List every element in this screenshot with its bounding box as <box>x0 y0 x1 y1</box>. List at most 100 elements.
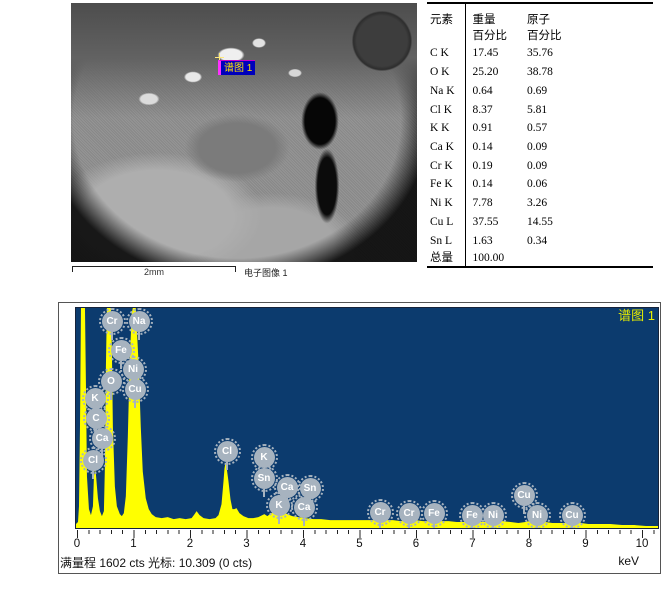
atomic-cell: 0.34 <box>527 234 548 247</box>
weight-cell: 37.55 <box>472 215 499 228</box>
x-axis-ticks <box>59 530 660 538</box>
x-tick-label: 5 <box>356 538 363 550</box>
atomic-cell: 14.55 <box>527 215 553 228</box>
element-cell: O K <box>427 62 466 82</box>
table-row: Fe K 0.14 0.06 <box>427 175 653 194</box>
element-marker-cu: Cu <box>121 375 149 408</box>
scale-bar: 2mm <box>72 266 236 278</box>
eds-spectrum-chart: 谱图 1 Cr Na Fe Ni O Cu K C Ca Cl Cl K Sn Ca Sn K Ca Cr Cr Fe… <box>58 302 661 574</box>
x-tick-label: 9 <box>582 538 589 550</box>
chart-title: 谱图 1 <box>618 308 655 323</box>
element-marker-k: K <box>250 443 278 476</box>
element-cell: Ni K <box>427 193 466 213</box>
element-marker-cr: Cr <box>395 499 423 528</box>
weight-cell: 8.37 <box>472 103 493 116</box>
x-tick-label: 3 <box>243 538 250 550</box>
x-axis-tick-labels: 0 1 2 3 4 5 6 7 8 9 10 <box>59 538 660 552</box>
element-cell: Sn L <box>427 231 466 250</box>
element-cell: Cu L <box>427 212 466 232</box>
x-tick-label: 6 <box>412 538 420 550</box>
x-tick-label: 10 <box>635 538 649 550</box>
table-row: Sn L 1.63 0.34 <box>427 231 653 250</box>
x-tick-label: 8 <box>525 538 533 550</box>
x-axis-unit-label: keV <box>618 554 639 568</box>
element-marker-sn: Sn <box>296 474 324 507</box>
col-header-atomic-2: 百分比 <box>527 30 562 42</box>
table-row: C K 17.45 35.76 <box>427 44 653 63</box>
element-marker-cu: Cu <box>558 501 586 528</box>
spectrum-plot-area[interactable]: 谱图 1 Cr Na Fe Ni O Cu K C Ca Cl Cl K Sn Ca Sn K Ca Cr Cr Fe… <box>75 307 659 529</box>
element-marker-k: K <box>265 491 293 524</box>
spectrum-curve <box>76 308 658 528</box>
element-marker-ni: Ni <box>119 355 147 388</box>
x-tick-label: 0 <box>73 538 81 550</box>
table-row: Cu L 37.55 14.55 <box>427 212 653 232</box>
weight-cell: 17.45 <box>472 47 499 60</box>
element-marker-cu: Cu <box>510 481 538 514</box>
table-row: Cl K 8.37 5.81 <box>427 100 653 119</box>
element-marker-fe: Fe <box>420 499 448 528</box>
table-row: Ca K 0.14 0.09 <box>427 137 653 157</box>
element-marker-fe: Fe <box>107 336 135 369</box>
element-marker-cl: Cl <box>79 446 107 479</box>
atomic-cell: 0.69 <box>527 84 548 97</box>
weight-cell: 1.63 <box>472 234 493 247</box>
element-cell: Cr K <box>427 156 466 176</box>
total-weight-value: 100.00 <box>472 252 505 264</box>
element-marker-ni: Ni <box>479 501 507 528</box>
element-cell: C K <box>427 44 466 63</box>
element-marker-cr: Cr <box>98 308 126 340</box>
weight-cell: 0.14 <box>472 140 493 153</box>
element-cell: Ca K <box>427 137 466 157</box>
x-tick-label: 7 <box>469 538 476 550</box>
element-marker-ca: Ca <box>88 424 116 457</box>
weight-cell: 0.14 <box>472 178 493 191</box>
weight-cell: 25.20 <box>472 66 499 79</box>
x-tick-label: 1 <box>130 538 137 550</box>
element-cell: K K <box>427 118 466 138</box>
col-header-weight: 重量 <box>472 14 496 26</box>
atomic-cell: 35.76 <box>527 47 553 60</box>
element-marker-cr: Cr <box>366 498 394 528</box>
atomic-cell: 38.78 <box>527 66 553 79</box>
atomic-cell: 5.81 <box>527 103 548 116</box>
table-total-row: 总量 100.00 <box>427 250 653 266</box>
element-cell: Na K <box>427 81 466 101</box>
image-caption: 电子图像 1 <box>244 268 288 278</box>
total-label: 总量 <box>427 250 466 266</box>
spectrum-area-path <box>76 308 658 528</box>
table-row: O K 25.20 38.78 <box>427 62 653 82</box>
col-header-weight-2: 百分比 <box>472 30 508 42</box>
element-marker-ca: Ca <box>290 493 318 526</box>
col-header-atomic: 原子 <box>527 14 550 26</box>
element-marker-ni: Ni <box>523 501 551 528</box>
col-header-blank <box>427 28 466 44</box>
element-marker-sn: Sn <box>250 464 278 497</box>
weight-cell: 0.19 <box>472 159 493 172</box>
sem-electron-image[interactable]: 谱图 1 <box>71 3 417 262</box>
spot-label: 谱图 1 <box>218 60 256 75</box>
atomic-cell: 3.26 <box>527 197 548 210</box>
table-row: Cr K 0.19 0.09 <box>427 156 653 176</box>
weight-cell: 7.78 <box>472 197 493 210</box>
atomic-cell: 0.09 <box>527 140 548 153</box>
atomic-cell: 0.06 <box>527 178 548 191</box>
element-marker-fe: Fe <box>458 501 486 528</box>
table-row: Ni K 7.78 3.26 <box>427 193 653 213</box>
atomic-cell: 0.57 <box>527 122 548 135</box>
element-cell: Fe K <box>427 175 466 194</box>
spot-crosshair-icon <box>215 53 224 62</box>
element-marker-o: O <box>97 367 125 400</box>
element-marker-cl: Cl <box>213 437 241 470</box>
weight-cell: 0.64 <box>472 84 493 97</box>
x-tick-label: 2 <box>186 538 194 550</box>
x-tick-label: 4 <box>299 538 307 550</box>
atomic-cell: 0.09 <box>527 159 548 172</box>
eds-results-table: 元素 重量 原子 百分比 百分比 C K 17.45 35.76 O K 25.20 38… <box>427 2 653 268</box>
col-header-element: 元素 <box>427 4 466 28</box>
table-row: K K 0.91 0.57 <box>427 118 653 138</box>
element-marker-k: K <box>81 384 109 417</box>
element-cell: Cl K <box>427 100 466 119</box>
weight-cell: 0.91 <box>472 122 493 135</box>
full-scale-cursor-readout: 满量程 1602 cts 光标: 10.309 (0 cts) <box>60 556 253 570</box>
